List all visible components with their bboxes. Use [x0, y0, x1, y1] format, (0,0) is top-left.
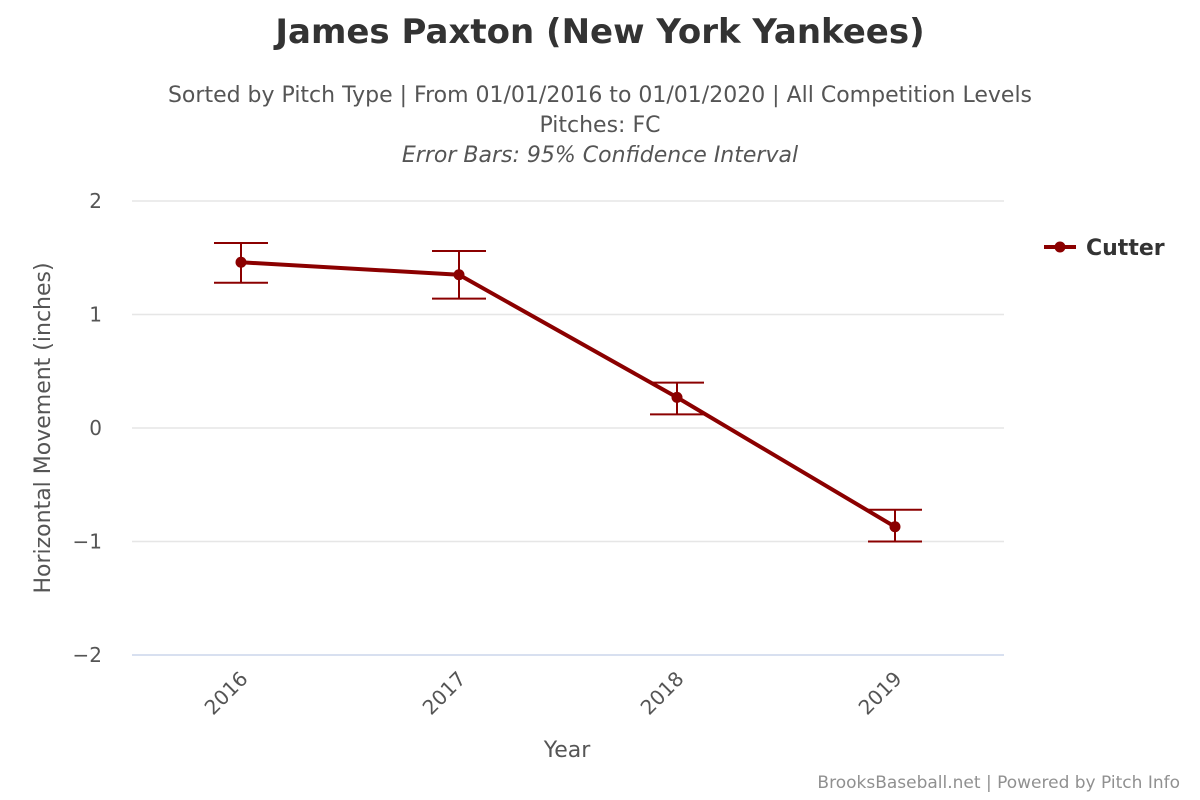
legend-label: Cutter — [1086, 236, 1165, 261]
y-tick-label: −2 — [73, 643, 102, 667]
chart-subtitle-range: Sorted by Pitch Type | From 01/01/2016 t… — [167, 83, 1033, 108]
data-point — [671, 391, 683, 403]
data-point — [889, 521, 901, 533]
y-axis-title: Horizontal Movement (inches) — [31, 262, 56, 593]
y-tick-label: 0 — [89, 416, 102, 440]
legend-item-cutter[interactable]: Cutter — [1044, 236, 1165, 261]
x-tick-label: 2018 — [636, 667, 689, 720]
grid-lines — [132, 200, 1004, 656]
chart-credits[interactable]: BrooksBaseball.net | Powered by Pitch In… — [817, 773, 1180, 793]
series-cutter[interactable] — [214, 241, 922, 543]
y-tick-label: 1 — [89, 303, 102, 327]
series-line — [239, 260, 897, 529]
x-tick-label: 2017 — [418, 667, 471, 720]
data-point — [453, 269, 465, 281]
x-tick-label: 2019 — [854, 667, 907, 720]
chart-subtitle-pitches: Pitches: FC — [539, 113, 661, 138]
y-axis-ticks: 2 1 0 −1 −2 — [73, 189, 102, 667]
x-tick-label: 2016 — [200, 667, 253, 720]
x-axis-title: Year — [543, 738, 592, 763]
chart-title: James Paxton (New York Yankees) — [275, 12, 925, 52]
x-axis-ticks: 2016 2017 2018 2019 — [200, 667, 907, 720]
y-tick-label: 2 — [89, 189, 102, 213]
data-point — [235, 256, 247, 268]
legend-marker — [1054, 241, 1066, 253]
y-tick-label: −1 — [73, 530, 102, 554]
chart-subtitle-error-bars: Error Bars: 95% Confidence Interval — [401, 143, 799, 168]
